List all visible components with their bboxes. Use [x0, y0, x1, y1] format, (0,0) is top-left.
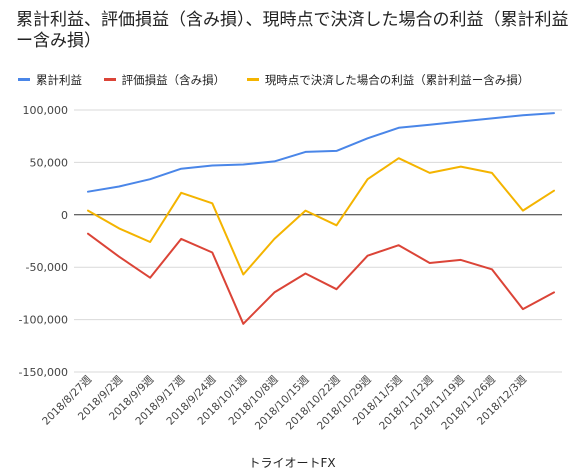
legend-item-net: 現時点で決済した場合の利益（累計利益ー含み損）	[246, 72, 530, 88]
legend-label-cumulative: 累計利益	[36, 72, 82, 87]
y-tick-label: 100,000	[23, 104, 69, 117]
series-line-cumulative	[87, 112, 555, 193]
x-tick-label: 2018/11/19週	[408, 373, 467, 432]
y-tick-label: -100,000	[19, 314, 68, 327]
x-tick-label: 2018/10/22週	[284, 373, 343, 432]
series-line-net	[87, 157, 555, 276]
x-tick-label: 2018/11/26週	[439, 373, 498, 432]
legend-swatch-net	[246, 78, 259, 81]
legend-swatch-cumulative	[18, 78, 30, 81]
x-axis-title: トライオートFX	[248, 456, 336, 470]
series-line-unrealized	[87, 232, 555, 325]
y-tick-label: -50,000	[26, 261, 68, 274]
x-tick-label: 2018/11/12週	[377, 373, 436, 432]
y-tick-label: -150,000	[19, 366, 68, 379]
legend-label-unrealized: 評価損益（含み損）	[121, 72, 226, 87]
chart-title: 累計利益、評価損益（含み損）、現時点で決済した場合の利益（累計利益ー含み損）	[16, 10, 569, 51]
legend-label-net: 現時点で決済した場合の利益（累計利益ー含み損）	[264, 72, 530, 87]
y-tick-label: 50,000	[30, 156, 69, 169]
legend: 累計利益 評価損益（含み損） 現時点で決済した場合の利益（累計利益ー含み損）	[18, 70, 547, 88]
y-tick-label: 0	[61, 209, 68, 222]
x-tick-label: 2018/10/15週	[253, 373, 312, 432]
x-tick-label: 2018/10/29週	[315, 373, 374, 432]
legend-item-unrealized: 評価損益（含み損）	[103, 72, 226, 88]
legend-item-cumulative: 累計利益	[18, 72, 82, 88]
legend-swatch-unrealized	[103, 78, 116, 81]
